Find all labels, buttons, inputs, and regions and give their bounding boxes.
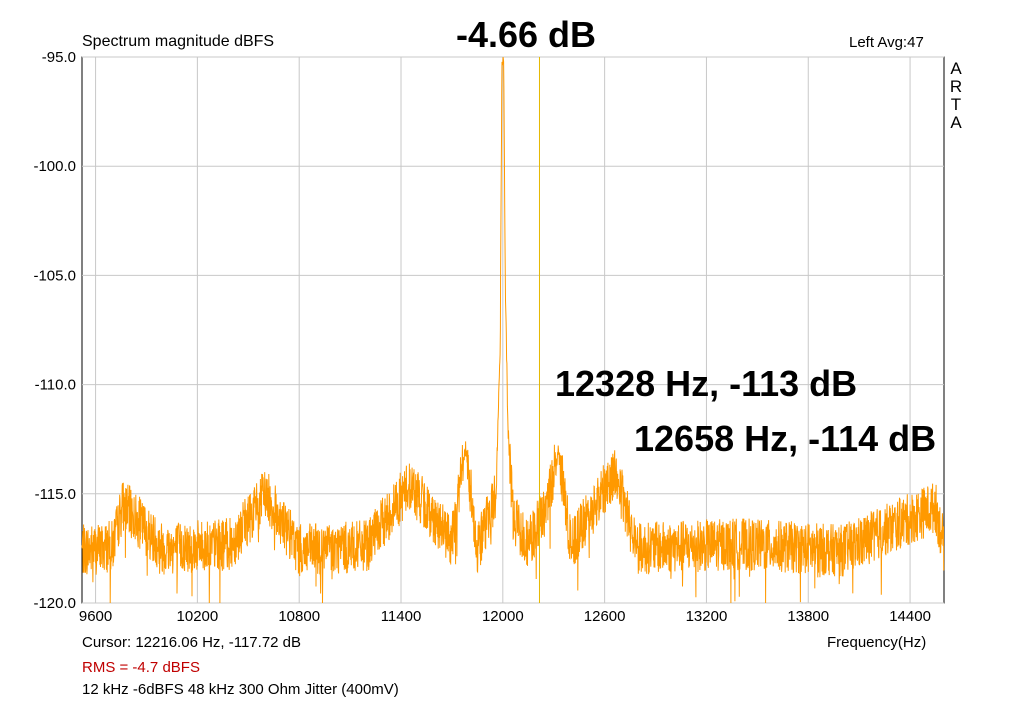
x-tick-label: 11400	[381, 608, 422, 625]
spectrum-line	[81, 56, 945, 604]
x-tick-label: 12000	[482, 608, 524, 625]
x-axis-ticks: 9600 10200 10800 11400 12000 12600 13200 13800 1…	[79, 608, 931, 625]
y-tick-label: -115.0	[35, 486, 76, 503]
grid-lines	[82, 56, 944, 604]
y-axis-ticks: -95.0 -100.0 -105.0 -110.0 -115.0 -120.0	[33, 49, 76, 612]
channel-average-label: Left Avg:47	[849, 34, 924, 51]
x-tick-label: 13200	[686, 608, 728, 625]
x-axis-label: Frequency(Hz)	[827, 634, 927, 651]
y-tick-label: -105.0	[33, 267, 76, 284]
x-tick-label: 10800	[278, 608, 320, 625]
x-tick-label: 13800	[787, 608, 829, 625]
y-tick-label: -120.0	[33, 595, 76, 612]
cursor-readout: Cursor: 12216.06 Hz, -117.72 dB	[82, 634, 302, 651]
rms-readout: RMS = -4.7 dBFS	[82, 659, 200, 676]
brand-letter: A	[950, 59, 962, 78]
peak-level-readout: -4.66 dB	[456, 14, 597, 55]
y-tick-label: -95.0	[42, 49, 76, 66]
y-tick-label: -110.0	[35, 377, 76, 394]
chart-title: Spectrum magnitude dBFS	[82, 33, 275, 50]
harmonic-annotation-1: 12328 Hz, -113 dB	[555, 363, 858, 404]
brand-letter: R	[949, 77, 963, 96]
x-tick-label: 10200	[177, 608, 219, 625]
x-tick-label: 9600	[79, 608, 112, 625]
x-tick-label: 14400	[889, 608, 931, 625]
brand-logo: A R T A	[948, 60, 964, 132]
measurement-description: 12 kHz -6dBFS 48 kHz 300 Ohm Jitter (400…	[82, 681, 399, 698]
x-tick-label: 12600	[584, 608, 626, 625]
spectrum-trace	[81, 56, 945, 604]
brand-letter: A	[950, 113, 962, 132]
brand-letter: T	[950, 95, 962, 114]
y-tick-label: -100.0	[33, 158, 76, 175]
harmonic-annotation-2: 12658 Hz, -114 dB	[634, 418, 937, 459]
